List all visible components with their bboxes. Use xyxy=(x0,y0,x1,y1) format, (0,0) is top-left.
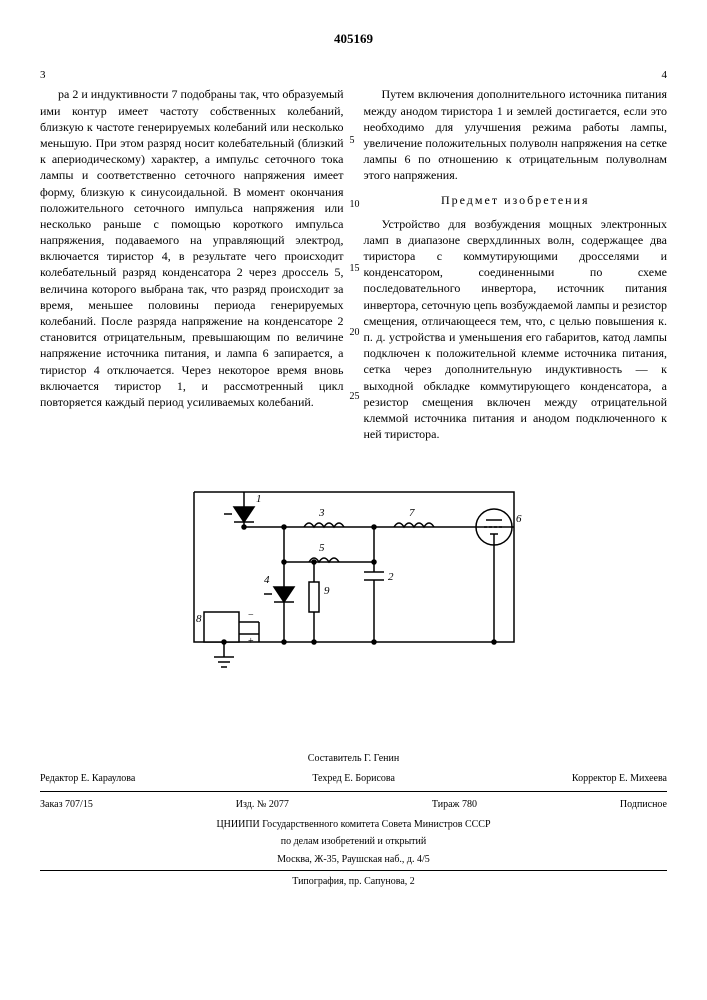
line-marker: 20 xyxy=(350,326,360,340)
line-marker: 15 xyxy=(350,262,360,276)
line-marker: 25 xyxy=(350,390,360,404)
label-9: 9 xyxy=(324,585,330,597)
org2: по делам изобретений и открытий xyxy=(40,835,667,849)
label-6: 6 xyxy=(516,513,522,525)
label-4: 4 xyxy=(264,574,270,586)
left-column: ра 2 и индуктивности 7 подобраны так, чт… xyxy=(40,86,344,442)
label-2: 2 xyxy=(388,571,394,583)
org1: ЦНИИПИ Государственного комитета Совета … xyxy=(40,818,667,832)
text-columns: ра 2 и индуктивности 7 подобраны так, чт… xyxy=(40,86,667,442)
label-7: 7 xyxy=(409,507,415,519)
izd: Изд. № 2077 xyxy=(236,798,289,812)
svg-text:+: + xyxy=(248,636,254,647)
circuit-svg: 1 3 7 6 5 2 4 9 xyxy=(164,472,544,692)
circuit-diagram: 1 3 7 6 5 2 4 9 xyxy=(164,472,544,692)
label-8: 8 xyxy=(196,613,202,625)
corrector: Корректор Е. Михеева xyxy=(572,772,667,786)
page-left: 3 xyxy=(40,68,46,83)
addr: Москва, Ж-35, Раушская наб., д. 4/5 xyxy=(40,853,667,867)
page-right: 4 xyxy=(662,68,668,83)
label-5: 5 xyxy=(319,542,325,554)
right-intro: Путем включения дополнительного источник… xyxy=(364,86,668,183)
podpisnoe: Подписное xyxy=(620,798,667,812)
page-numbers: 3 4 xyxy=(40,68,667,83)
order: Заказ 707/15 xyxy=(40,798,93,812)
typography: Типография, пр. Сапунова, 2 xyxy=(40,875,667,889)
right-column: 5 10 15 20 25 Путем включения дополнител… xyxy=(364,86,668,442)
label-1: 1 xyxy=(256,493,262,505)
left-text: ра 2 и индуктивности 7 подобраны так, чт… xyxy=(40,86,344,410)
label-3: 3 xyxy=(318,507,325,519)
claim-text: Устройство для возбуждения мощных электр… xyxy=(364,216,668,443)
techred: Техред Е. Борисова xyxy=(312,772,395,786)
patent-number: 405169 xyxy=(40,30,667,48)
line-marker: 10 xyxy=(350,198,360,212)
line-marker: 5 xyxy=(350,134,355,148)
svg-text:−: − xyxy=(248,610,254,621)
footer: Составитель Г. Генин Редактор Е. Карауло… xyxy=(40,752,667,889)
claim-title: Предмет изобретения xyxy=(364,192,668,208)
editor: Редактор Е. Караулова xyxy=(40,772,135,786)
compiler: Составитель Г. Генин xyxy=(40,752,667,766)
tirazh: Тираж 780 xyxy=(432,798,477,812)
